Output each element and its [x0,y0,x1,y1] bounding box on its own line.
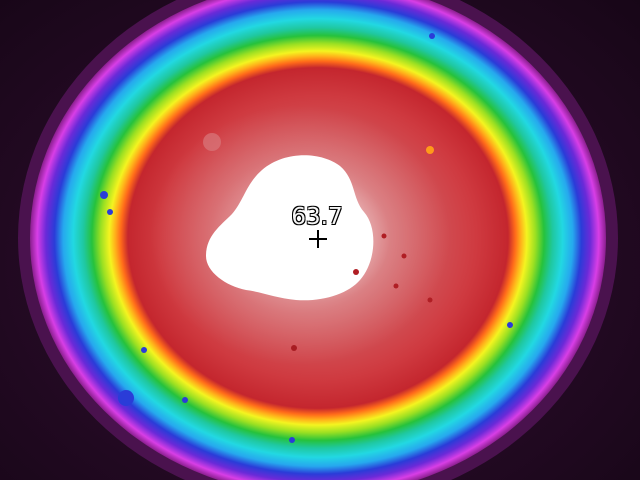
surface-spot [203,133,221,151]
spot-temperature-readout: 63.7 [291,204,343,230]
surface-spot [401,253,407,259]
ring-speckle [141,347,147,353]
surface-spot [427,297,433,303]
ring-speckle [429,33,435,39]
ring-speckle [100,191,108,199]
surface-spot [426,146,434,154]
saturated-hotspot [206,155,374,301]
surface-spot [393,283,399,289]
surface-spot [291,345,297,351]
ring-speckle [182,397,188,403]
ring-speckle [107,209,113,215]
ring-speckle [118,390,134,406]
crosshair-icon [309,230,327,248]
ring-speckle [289,437,295,443]
surface-spot [381,233,387,239]
surface-spot [353,269,359,275]
ring-speckle [507,322,513,328]
